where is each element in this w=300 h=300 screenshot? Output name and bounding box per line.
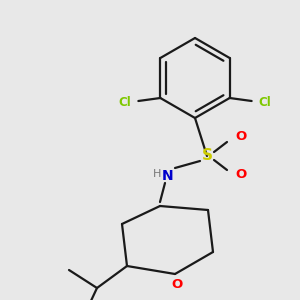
Text: O: O xyxy=(171,278,183,290)
Text: Cl: Cl xyxy=(118,95,131,109)
Text: S: S xyxy=(202,148,212,164)
Text: N: N xyxy=(162,169,174,183)
Text: O: O xyxy=(236,130,247,143)
Text: O: O xyxy=(236,169,247,182)
Text: Cl: Cl xyxy=(258,95,271,109)
Text: H: H xyxy=(153,169,161,179)
